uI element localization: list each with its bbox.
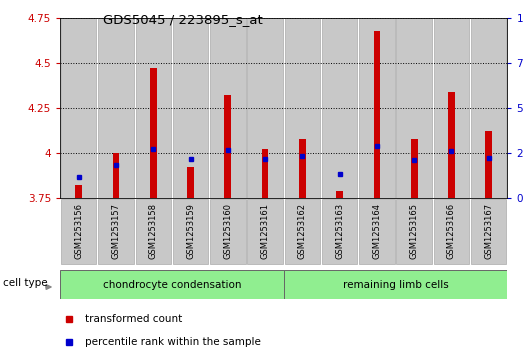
Bar bbox=[262, 149, 268, 198]
Bar bbox=[112, 153, 119, 198]
Bar bbox=[61, 18, 96, 198]
Text: GSM1253156: GSM1253156 bbox=[74, 203, 83, 260]
FancyBboxPatch shape bbox=[283, 270, 507, 299]
Bar bbox=[150, 69, 157, 198]
Text: chondrocyte condensation: chondrocyte condensation bbox=[103, 280, 241, 290]
Text: GSM1253165: GSM1253165 bbox=[410, 203, 418, 260]
FancyBboxPatch shape bbox=[135, 199, 171, 264]
Bar bbox=[285, 18, 320, 198]
Bar bbox=[448, 92, 455, 198]
Text: GSM1253161: GSM1253161 bbox=[260, 203, 269, 260]
Text: GSM1253167: GSM1253167 bbox=[484, 203, 493, 260]
FancyBboxPatch shape bbox=[396, 199, 432, 264]
Bar bbox=[210, 18, 245, 198]
FancyBboxPatch shape bbox=[247, 199, 283, 264]
FancyBboxPatch shape bbox=[60, 270, 283, 299]
FancyBboxPatch shape bbox=[285, 199, 320, 264]
Text: GSM1253160: GSM1253160 bbox=[223, 203, 232, 260]
Text: cell type: cell type bbox=[3, 278, 47, 288]
Bar bbox=[322, 18, 357, 198]
Bar bbox=[359, 18, 394, 198]
Bar bbox=[98, 18, 134, 198]
Bar bbox=[75, 185, 82, 198]
Bar bbox=[434, 18, 469, 198]
Bar bbox=[187, 167, 194, 198]
FancyBboxPatch shape bbox=[98, 199, 134, 264]
Text: GSM1253163: GSM1253163 bbox=[335, 203, 344, 260]
FancyBboxPatch shape bbox=[322, 199, 357, 264]
Bar bbox=[411, 139, 417, 198]
Text: transformed count: transformed count bbox=[85, 314, 182, 324]
Text: GSM1253166: GSM1253166 bbox=[447, 203, 456, 260]
FancyBboxPatch shape bbox=[434, 199, 469, 264]
Text: GSM1253159: GSM1253159 bbox=[186, 204, 195, 259]
Bar bbox=[135, 18, 171, 198]
Bar bbox=[247, 18, 283, 198]
FancyBboxPatch shape bbox=[173, 199, 208, 264]
Bar bbox=[224, 95, 231, 198]
Text: GDS5045 / 223895_s_at: GDS5045 / 223895_s_at bbox=[103, 13, 263, 26]
Text: remaining limb cells: remaining limb cells bbox=[343, 280, 448, 290]
FancyBboxPatch shape bbox=[471, 199, 506, 264]
FancyBboxPatch shape bbox=[210, 199, 245, 264]
Text: GSM1253157: GSM1253157 bbox=[111, 203, 120, 260]
Bar bbox=[299, 139, 306, 198]
Text: percentile rank within the sample: percentile rank within the sample bbox=[85, 337, 260, 347]
Text: GSM1253158: GSM1253158 bbox=[149, 203, 158, 260]
Bar bbox=[485, 131, 492, 198]
Bar bbox=[471, 18, 506, 198]
Text: GSM1253162: GSM1253162 bbox=[298, 203, 307, 260]
FancyBboxPatch shape bbox=[61, 199, 96, 264]
Bar bbox=[373, 31, 380, 198]
Bar bbox=[173, 18, 208, 198]
Bar bbox=[396, 18, 432, 198]
Text: GSM1253164: GSM1253164 bbox=[372, 203, 381, 260]
Bar bbox=[336, 191, 343, 198]
FancyBboxPatch shape bbox=[359, 199, 394, 264]
